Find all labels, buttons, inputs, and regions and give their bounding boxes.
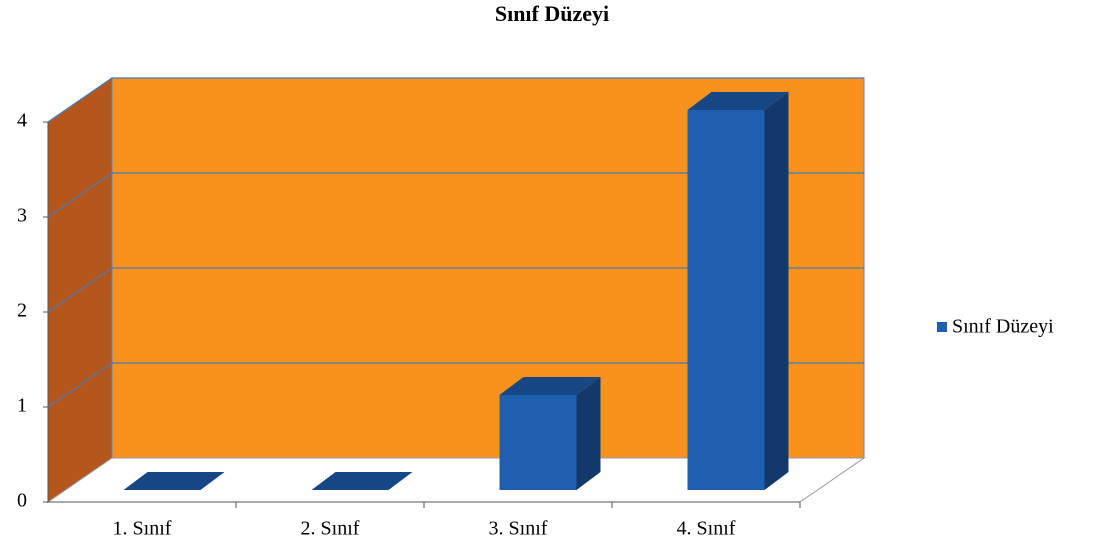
bar-top: [311, 472, 413, 490]
y-tick-label: 1: [17, 395, 27, 417]
grid-line: [47, 172, 864, 218]
legend-swatch: [937, 322, 947, 332]
bar-top: [499, 377, 601, 395]
grid-line: [47, 267, 864, 313]
bar: [311, 472, 413, 490]
legend-label: Sınıf Düzeyi: [952, 316, 1054, 338]
x-tick-label: 2. Sınıf: [301, 518, 360, 540]
bar-top: [123, 472, 225, 490]
bar: [687, 92, 789, 490]
bar-front: [687, 110, 765, 490]
x-tick-label: 1. Sınıf: [113, 518, 172, 540]
x-tick-label: 4. Sınıf: [677, 518, 736, 540]
bar: [123, 472, 225, 490]
y-tick-label: 4: [17, 110, 27, 132]
y-tick-label: 3: [17, 205, 27, 227]
grid-line: [47, 362, 864, 408]
chart-title: Sınıf Düzeyi: [495, 1, 609, 26]
bar-front: [499, 395, 577, 490]
grid-line: [47, 77, 864, 123]
bar-side: [576, 377, 601, 490]
x-tick-label: 3. Sınıf: [489, 518, 548, 540]
bar-top: [687, 92, 789, 110]
y-tick-label: 2: [17, 300, 27, 322]
bar-side: [764, 92, 789, 490]
bar: [499, 377, 601, 490]
y-tick-label: 0: [17, 490, 27, 512]
